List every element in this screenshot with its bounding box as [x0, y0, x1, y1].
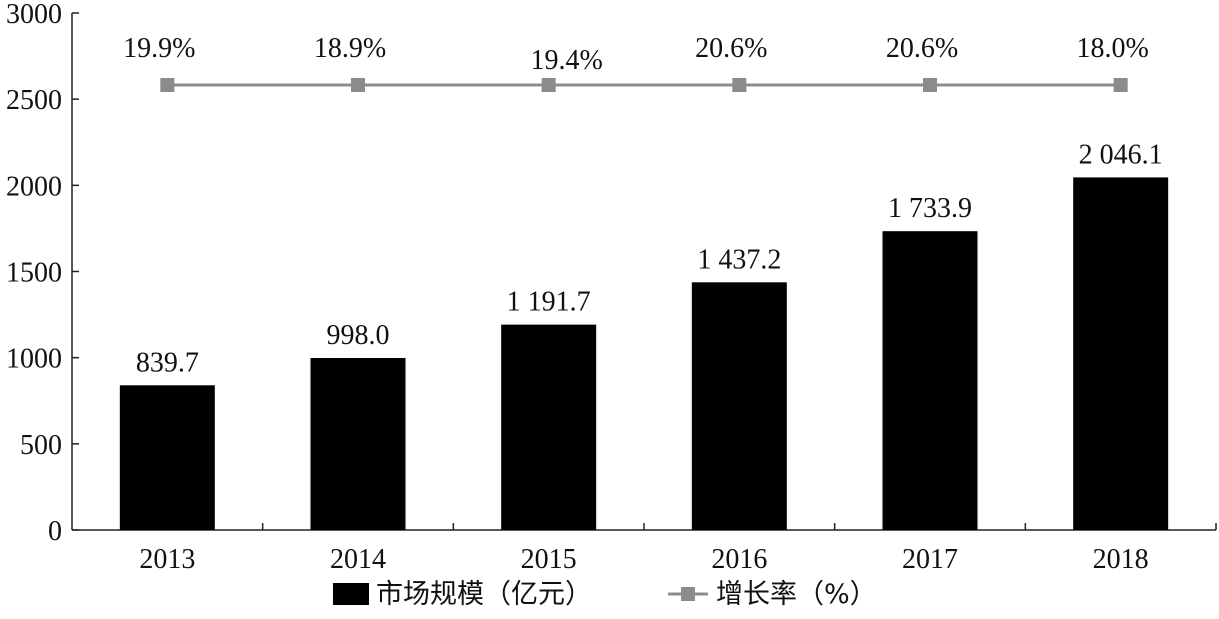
bar-series — [119, 177, 1169, 531]
y-tick-label: 2500 — [6, 85, 62, 116]
data-labels: 839.7 998.0 1 191.7 1 437.2 1 733.9 2 046.1 19… — [123, 33, 1162, 378]
bar-2013 — [119, 385, 215, 530]
bar-value-label: 1 191.7 — [507, 287, 591, 318]
y-tick-label: 2000 — [6, 171, 62, 202]
legend-bar-label: 市场规模（亿元） — [376, 579, 592, 610]
bar-value-label: 2 046.1 — [1079, 139, 1163, 170]
legend-bar-swatch — [333, 583, 369, 605]
x-tick-label: 2014 — [330, 544, 386, 575]
bar-2014 — [310, 358, 406, 530]
growth-rate-label: 19.9% — [123, 33, 195, 64]
legend-line-label: 增长率（%） — [716, 579, 877, 610]
growth-rate-marker — [160, 78, 175, 92]
y-tick-label: 1500 — [6, 258, 62, 289]
growth-rate-marker — [1113, 78, 1128, 92]
y-tick-label: 3000 — [6, 0, 62, 30]
y-tick-label: 1000 — [6, 344, 62, 375]
bar-value-label: 1 733.9 — [888, 193, 972, 224]
x-tick-label: 2017 — [902, 544, 958, 575]
x-tick-label: 2016 — [711, 544, 767, 575]
bar-2017 — [882, 231, 978, 531]
growth-rate-marker — [541, 78, 556, 92]
growth-rate-label: 18.0% — [1077, 33, 1149, 64]
y-tick-label: 500 — [20, 430, 62, 461]
legend: 市场规模（亿元） 增长率（%） — [333, 579, 877, 610]
growth-rate-label: 20.6% — [695, 33, 767, 64]
growth-rate-marker — [732, 78, 747, 92]
growth-rate-marker — [923, 78, 937, 92]
legend-line-marker — [681, 587, 695, 601]
x-tick-label: 2013 — [139, 544, 195, 575]
bar-value-label: 1 437.2 — [697, 244, 781, 275]
growth-rate-marker — [351, 78, 365, 92]
bar-value-label: 839.7 — [136, 347, 199, 378]
growth-rate-label: 18.9% — [314, 33, 386, 64]
bar-2016 — [691, 282, 787, 530]
bar-2015 — [501, 324, 597, 530]
line-series — [160, 78, 1128, 92]
y-tick-label: 0 — [48, 516, 62, 547]
growth-rate-label: 20.6% — [886, 33, 958, 64]
bar-value-label: 998.0 — [327, 320, 390, 351]
x-tick-label: 2018 — [1093, 544, 1149, 575]
axes: 0 500 1000 1500 2000 2500 3000 2013 2014 2015 2016… — [6, 0, 1217, 575]
growth-rate-label: 19.4% — [531, 45, 603, 76]
bar-2018 — [1073, 177, 1169, 530]
x-tick-label: 2015 — [521, 544, 577, 575]
